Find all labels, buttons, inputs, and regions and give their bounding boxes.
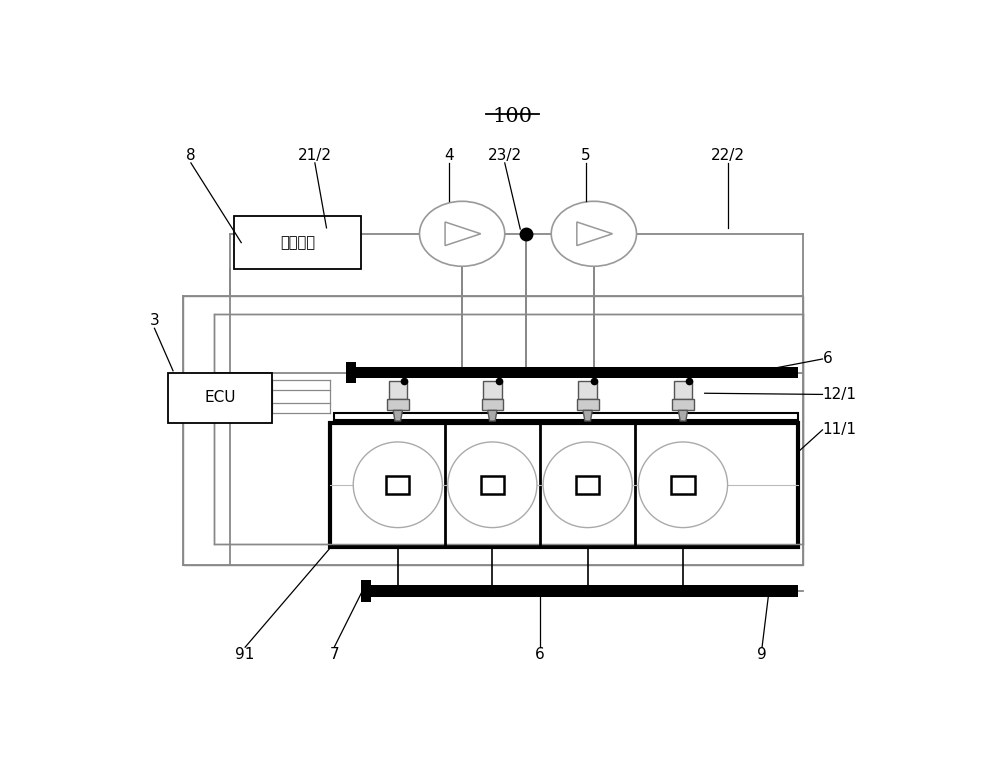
Text: 5: 5 — [581, 148, 591, 163]
Text: ECU: ECU — [204, 390, 236, 405]
Ellipse shape — [448, 442, 537, 528]
Ellipse shape — [638, 442, 728, 528]
Text: 3: 3 — [150, 313, 159, 328]
Bar — [578, 381, 597, 399]
Text: 7: 7 — [329, 647, 339, 662]
Bar — [354, 367, 798, 378]
Text: 8: 8 — [186, 148, 196, 163]
Ellipse shape — [543, 442, 632, 528]
Text: 9: 9 — [757, 647, 767, 662]
Polygon shape — [678, 410, 688, 421]
Text: 21/2: 21/2 — [298, 148, 332, 163]
Bar — [369, 585, 798, 597]
Bar — [577, 399, 599, 410]
Bar — [576, 476, 599, 494]
Polygon shape — [583, 410, 592, 421]
Text: 6: 6 — [822, 351, 832, 367]
Bar — [330, 423, 798, 547]
Text: 甲醇油箱: 甲醇油箱 — [280, 235, 315, 250]
Bar — [334, 413, 798, 420]
Bar — [388, 381, 407, 399]
Polygon shape — [445, 222, 481, 245]
Bar — [483, 381, 502, 399]
Text: 22/2: 22/2 — [711, 148, 745, 163]
Bar — [672, 399, 694, 410]
Bar — [234, 216, 361, 269]
Ellipse shape — [353, 442, 442, 528]
Bar — [674, 381, 692, 399]
Text: 4: 4 — [444, 148, 454, 163]
Text: 100: 100 — [492, 107, 533, 126]
Circle shape — [551, 201, 637, 266]
Bar — [346, 362, 356, 384]
Bar — [168, 373, 272, 423]
Bar — [482, 399, 503, 410]
Text: 6: 6 — [535, 647, 544, 662]
Bar — [214, 314, 803, 544]
Text: 91: 91 — [235, 647, 255, 662]
Text: 12/1: 12/1 — [822, 387, 856, 402]
Polygon shape — [577, 222, 612, 245]
Text: 11/1: 11/1 — [822, 423, 856, 437]
Bar — [387, 399, 409, 410]
Text: 23/2: 23/2 — [488, 148, 522, 163]
Polygon shape — [488, 410, 497, 421]
Bar — [671, 476, 695, 494]
Polygon shape — [393, 410, 402, 421]
Circle shape — [420, 201, 505, 266]
Bar — [183, 296, 803, 565]
Bar — [361, 581, 371, 602]
Bar — [481, 476, 504, 494]
Bar — [386, 476, 409, 494]
